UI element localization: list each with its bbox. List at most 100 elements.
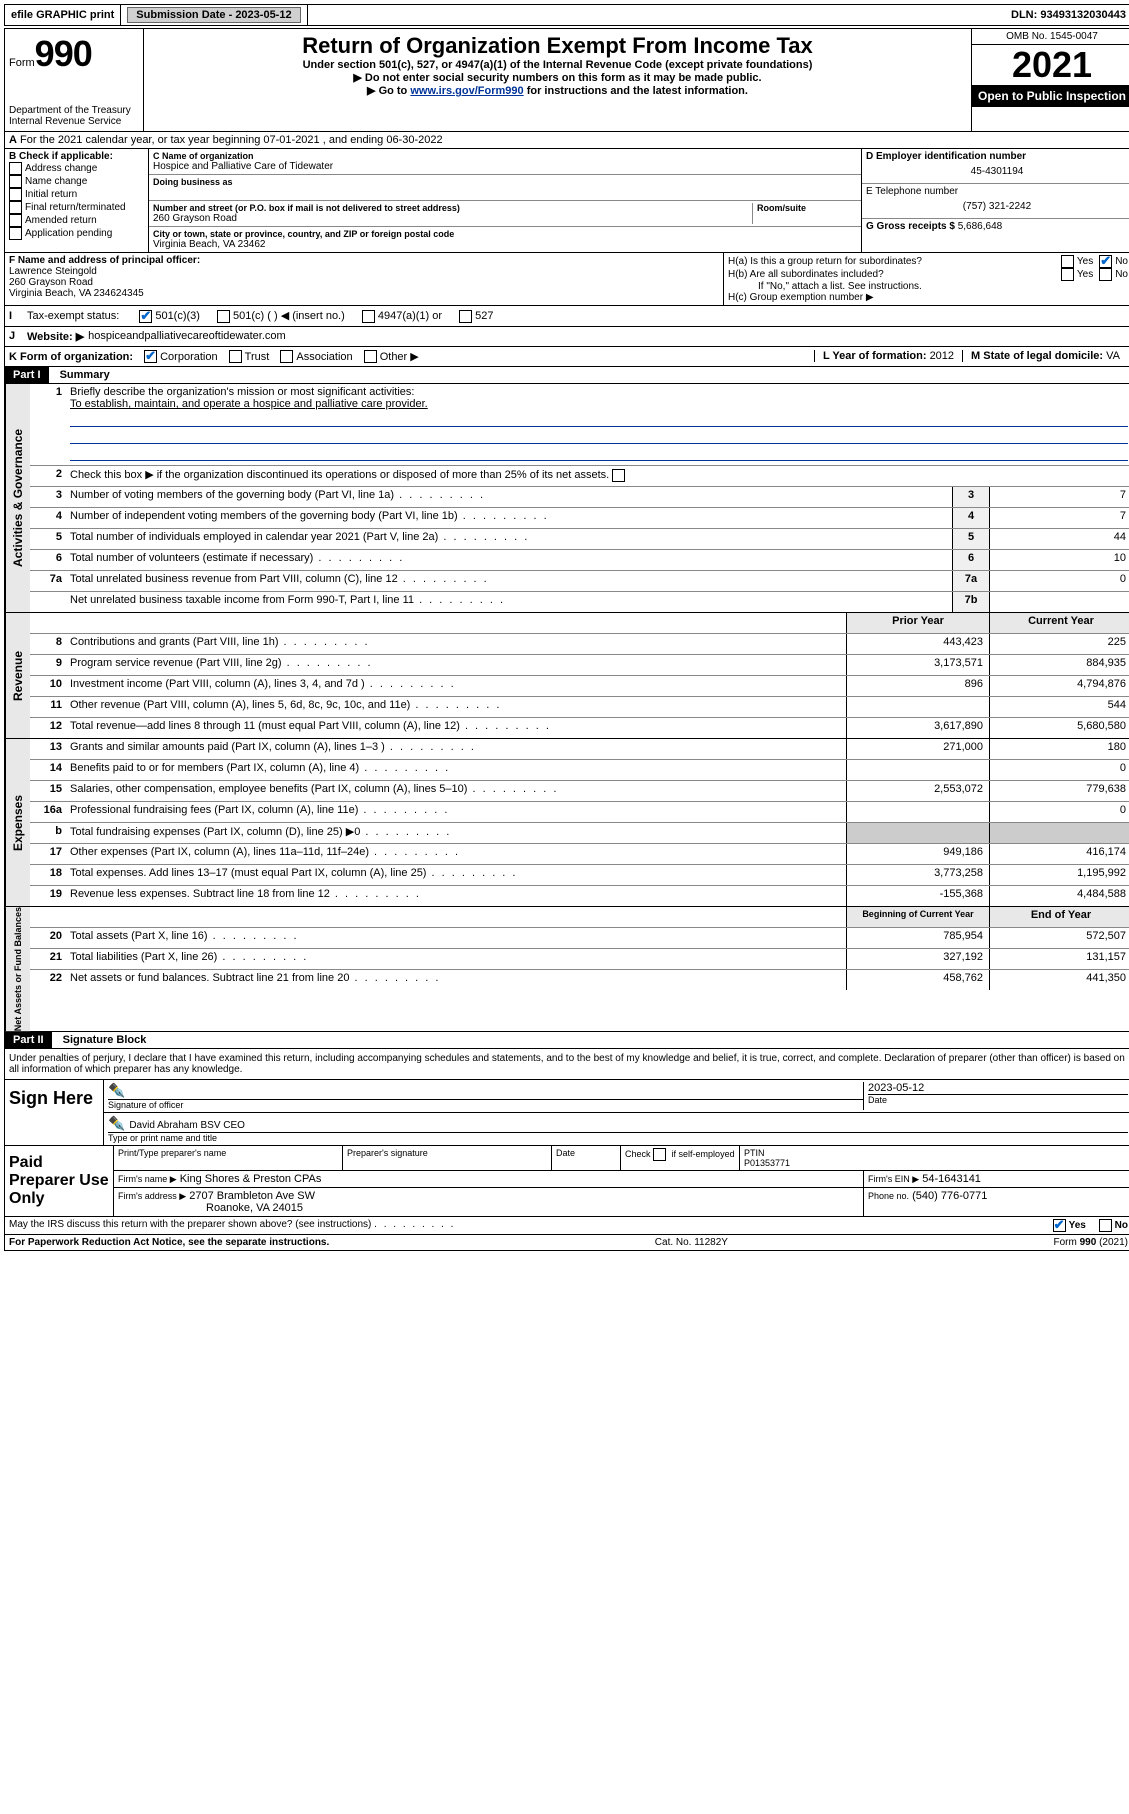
prep-phone: (540) 776-0771 [912, 1190, 987, 1202]
table-row: 6Total number of volunteers (estimate if… [30, 550, 1129, 571]
street-address: 260 Grayson Road [153, 213, 752, 224]
domicile-label: M State of legal domicile: [971, 350, 1103, 362]
discuss-yes-checkbox[interactable] [1053, 1219, 1066, 1232]
identity-block: B Check if applicable: Address changeNam… [4, 149, 1129, 253]
discuss-no-checkbox[interactable] [1099, 1219, 1112, 1232]
org-name: Hospice and Palliative Care of Tidewater [153, 161, 857, 172]
b-checkbox[interactable] [9, 162, 22, 175]
part2-header: Part II [5, 1032, 52, 1048]
ptin-value: P01353771 [744, 1158, 790, 1168]
b-checkbox[interactable] [9, 214, 22, 227]
website-value: hospiceandpalliativecareoftidewater.com [88, 330, 286, 342]
part1-header: Part I [5, 367, 49, 383]
hb-no-checkbox[interactable] [1099, 268, 1112, 281]
form-org-label: K Form of organization: [9, 351, 133, 363]
form-prefix: Form [9, 57, 35, 69]
part2-title: Signature Block [55, 1032, 155, 1048]
trust-checkbox[interactable] [229, 350, 242, 363]
officer-addr1: 260 Grayson Road [9, 277, 719, 288]
part2-bar: Part II Signature Block [4, 1032, 1129, 1049]
ein-label: D Employer identification number [866, 151, 1026, 162]
sig-date: 2023-05-12 [868, 1082, 1128, 1094]
table-row: Net unrelated business taxable income fr… [30, 592, 1129, 612]
year-formation-label: L Year of formation: [823, 350, 927, 362]
website-row: J Website: ▶ hospiceandpalliativecareoft… [4, 327, 1129, 347]
open-public: Open to Public Inspection [972, 85, 1129, 107]
b-checkbox[interactable] [9, 188, 22, 201]
527-checkbox[interactable] [459, 310, 472, 323]
table-row: 8Contributions and grants (Part VIII, li… [30, 634, 1129, 655]
sig-officer-label: Signature of officer [108, 1099, 863, 1110]
expenses-section: Expenses 13Grants and similar amounts pa… [4, 739, 1129, 907]
501c-checkbox[interactable] [217, 310, 230, 323]
501c3-checkbox[interactable] [139, 310, 152, 323]
governance-section: Activities & Governance 1 Briefly descri… [4, 384, 1129, 613]
line-a-tax-year: A For the 2021 calendar year, or tax yea… [4, 132, 1129, 149]
type-name-label: Type or print name and title [108, 1132, 1128, 1143]
table-row: 11Other revenue (Part VIII, column (A), … [30, 697, 1129, 718]
firm-addr2: Roanoke, VA 24015 [206, 1202, 303, 1214]
hc-label: H(c) Group exemption number ▶ [728, 292, 1128, 303]
firm-addr1: 2707 Brambleton Ave SW [189, 1190, 315, 1202]
year-formation: 2012 [930, 350, 954, 362]
discuss-label: May the IRS discuss this return with the… [9, 1219, 371, 1230]
revenue-section: Revenue Prior Year Current Year 8Contrib… [4, 613, 1129, 739]
table-row: 5Total number of individuals employed in… [30, 529, 1129, 550]
firm-ein-label: Firm's EIN ▶ [868, 1174, 919, 1184]
table-row: 10Investment income (Part VIII, column (… [30, 676, 1129, 697]
other-checkbox[interactable] [364, 350, 377, 363]
4947-checkbox[interactable] [362, 310, 375, 323]
self-emp-checkbox[interactable] [653, 1148, 666, 1161]
paperwork-row: For Paperwork Reduction Act Notice, see … [4, 1235, 1129, 1251]
table-row: 14Benefits paid to or for members (Part … [30, 760, 1129, 781]
b-checkbox[interactable] [9, 201, 22, 214]
submission-date: Submission Date - 2023-05-12 [121, 5, 307, 25]
form-header: Form990 Department of the Treasury Inter… [4, 28, 1129, 132]
hb-yes-checkbox[interactable] [1061, 268, 1074, 281]
discontinued-checkbox[interactable] [612, 469, 625, 482]
instr-link: ▶ Go to www.irs.gov/Form990 for instruct… [148, 84, 967, 97]
paperwork-notice: For Paperwork Reduction Act Notice, see … [9, 1237, 329, 1248]
vlabel-expenses: Expenses [5, 739, 30, 906]
prep-sig-label: Preparer's signature [343, 1146, 552, 1170]
firm-addr-label: Firm's address ▶ [118, 1191, 186, 1201]
b-checkbox[interactable] [9, 175, 22, 188]
ptin-label: PTIN [744, 1148, 765, 1158]
officer-name: Lawrence Steingold [9, 266, 719, 277]
table-row: 18Total expenses. Add lines 13–17 (must … [30, 865, 1129, 886]
assoc-checkbox[interactable] [280, 350, 293, 363]
ha-label: H(a) Is this a group return for subordin… [728, 256, 1061, 267]
ha-no-checkbox[interactable] [1099, 255, 1112, 268]
table-row: 3Number of voting members of the governi… [30, 487, 1129, 508]
dba-label: Doing business as [153, 177, 857, 187]
vlabel-netassets: Net Assets or Fund Balances [5, 907, 30, 1031]
irs-label: Internal Revenue Service [9, 116, 139, 127]
b-checkbox[interactable] [9, 227, 22, 240]
prep-date-label: Date [552, 1146, 621, 1170]
table-row: bTotal fundraising expenses (Part IX, co… [30, 823, 1129, 844]
phone-value: (757) 321-2242 [866, 197, 1128, 216]
part1-bar: Part I Summary [4, 367, 1129, 384]
col-current-year: Current Year [989, 613, 1129, 633]
officer-label: F Name and address of principal officer: [9, 255, 200, 266]
instr-ssn: ▶ Do not enter social security numbers o… [148, 71, 967, 84]
city-state-zip: Virginia Beach, VA 23462 [153, 239, 857, 250]
top-bar: efile GRAPHIC print Submission Date - 20… [4, 4, 1129, 26]
corp-checkbox[interactable] [144, 350, 157, 363]
col-prior-year: Prior Year [846, 613, 989, 633]
gross-value: 5,686,648 [958, 221, 1003, 232]
table-row: 12Total revenue—add lines 8 through 11 (… [30, 718, 1129, 738]
hb-note: If "No," attach a list. See instructions… [728, 281, 1128, 292]
prep-name-label: Print/Type preparer's name [114, 1146, 343, 1170]
ha-yes-checkbox[interactable] [1061, 255, 1074, 268]
form-number: 990 [35, 33, 92, 74]
declaration: Under penalties of perjury, I declare th… [4, 1049, 1129, 1080]
domicile: VA [1106, 350, 1120, 362]
officer-group-block: F Name and address of principal officer:… [4, 253, 1129, 306]
irs-link[interactable]: www.irs.gov/Form990 [410, 85, 523, 97]
website-label: Website: ▶ [27, 330, 84, 343]
vlabel-governance: Activities & Governance [5, 384, 30, 612]
omb-number: OMB No. 1545-0047 [972, 29, 1129, 45]
prep-phone-label: Phone no. [868, 1191, 909, 1201]
dept-treasury: Department of the Treasury [9, 105, 139, 116]
